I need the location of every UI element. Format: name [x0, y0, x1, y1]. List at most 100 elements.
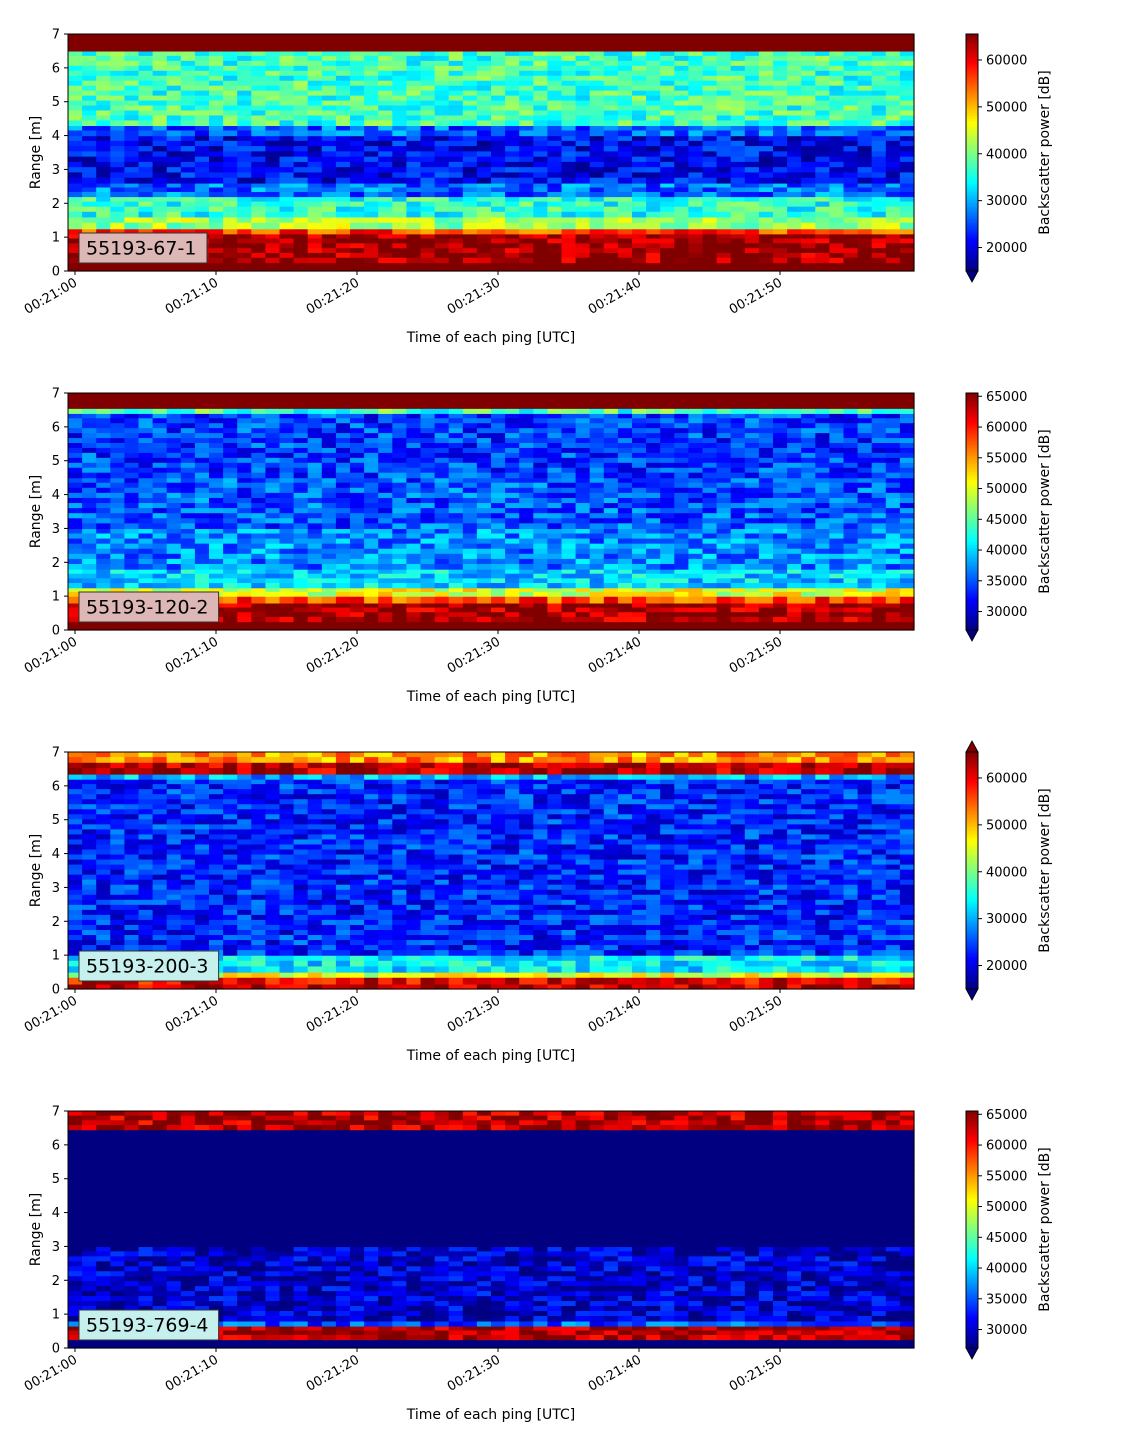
heatmap-cell — [702, 60, 718, 67]
heatmap-cell — [321, 538, 337, 545]
heatmap-cell — [96, 447, 111, 454]
heatmap-cell — [758, 80, 774, 87]
heatmap-cell — [420, 177, 436, 184]
heatmap-cell — [519, 177, 534, 184]
heatmap-cell — [293, 252, 309, 259]
heatmap-cell — [857, 487, 873, 494]
heatmap-cell — [110, 487, 125, 494]
heatmap-cell — [575, 266, 591, 272]
heatmap-cell — [321, 156, 337, 163]
heatmap-cell — [476, 257, 492, 264]
colorbar-step — [966, 91, 978, 94]
heatmap-cell — [476, 90, 492, 97]
heatmap-cell — [815, 130, 830, 137]
heatmap-cell — [180, 151, 196, 158]
heatmap-cell — [617, 211, 633, 218]
heatmap-cell — [166, 110, 182, 117]
heatmap-cell — [885, 90, 901, 97]
heatmap-cell — [293, 257, 309, 264]
heatmap-cell — [885, 85, 901, 92]
heatmap-cell — [519, 616, 534, 623]
heatmap-cell — [575, 95, 591, 102]
heatmap-cell — [646, 130, 661, 137]
heatmap-cell — [448, 130, 464, 137]
heatmap-cell — [420, 125, 436, 132]
heatmap-cell — [434, 125, 450, 132]
heatmap-cell — [603, 130, 619, 137]
heatmap-cell — [194, 228, 210, 235]
heatmap-cell — [815, 65, 830, 72]
heatmap-cell — [209, 135, 224, 142]
heatmap-cell — [857, 80, 873, 87]
heatmap-cell — [364, 34, 379, 41]
heatmap-cell — [82, 80, 97, 87]
heatmap-cell — [406, 616, 422, 623]
heatmap-cell — [364, 140, 379, 147]
heatmap-cell — [180, 95, 196, 102]
heatmap-cell — [758, 252, 774, 259]
colorbar-step — [966, 180, 978, 183]
heatmap-cell — [829, 65, 845, 72]
heatmap-cell — [82, 497, 97, 504]
heatmap-cell — [223, 177, 238, 184]
heatmap-cell — [265, 518, 281, 524]
heatmap-cell — [307, 75, 323, 82]
heatmap-cell — [716, 243, 732, 249]
heatmap-cell — [533, 60, 548, 67]
heatmap-cell — [110, 201, 125, 208]
heatmap-cell — [279, 257, 295, 264]
heatmap-cell — [237, 156, 252, 163]
heatmap-cell — [702, 482, 718, 489]
heatmap-cell — [603, 523, 619, 530]
heatmap-cell — [801, 497, 816, 504]
heatmap-cell — [505, 105, 520, 112]
heatmap-cell — [589, 266, 605, 272]
heatmap-cell — [180, 563, 196, 570]
heatmap-cell — [744, 573, 760, 579]
heatmap-cell — [589, 528, 605, 535]
heatmap-cell — [575, 596, 591, 604]
heatmap-cell — [603, 211, 619, 218]
heatmap-cell — [603, 120, 619, 127]
heatmap-cell — [350, 65, 365, 72]
heatmap-cell — [575, 55, 591, 62]
heatmap-cell — [392, 161, 407, 168]
heatmap-cell — [420, 222, 436, 230]
heatmap-cell — [857, 578, 873, 584]
heatmap-cell — [871, 115, 887, 122]
heatmap-cell — [815, 248, 830, 254]
heatmap-cell — [434, 70, 450, 77]
heatmap-cell — [871, 497, 887, 504]
heatmap-cell — [434, 45, 450, 52]
heatmap-cell — [660, 216, 675, 224]
heatmap-cell — [646, 45, 661, 52]
heatmap-cell — [420, 548, 436, 555]
heatmap-cell — [801, 602, 816, 609]
heatmap-cell — [434, 65, 450, 72]
heatmap-cell — [533, 206, 548, 213]
heatmap-cell — [194, 130, 210, 137]
heatmap-cell — [632, 182, 647, 189]
heatmap-cell — [646, 587, 661, 593]
heatmap-cell — [491, 238, 506, 244]
heatmap-cell — [251, 482, 266, 489]
heatmap-cell — [787, 70, 802, 77]
heatmap-cell — [787, 492, 802, 499]
heatmap-cell — [110, 513, 125, 519]
heatmap-cell — [857, 533, 873, 540]
colorbar-step — [966, 269, 978, 272]
heatmap-cell — [519, 573, 534, 579]
heatmap-cell — [209, 438, 224, 444]
heatmap-cell — [829, 477, 845, 484]
heatmap-cell — [801, 528, 816, 535]
heatmap-cell — [110, 161, 125, 168]
heatmap-cell — [335, 513, 351, 519]
heatmap-cell — [434, 583, 450, 589]
heatmap-cell — [462, 266, 478, 272]
heatmap-cell — [871, 192, 887, 198]
heatmap-cell — [871, 578, 887, 584]
heatmap-cell — [773, 187, 788, 193]
heatmap-cell — [96, 206, 111, 213]
heatmap-cell — [744, 583, 760, 589]
heatmap-cell — [209, 60, 224, 67]
